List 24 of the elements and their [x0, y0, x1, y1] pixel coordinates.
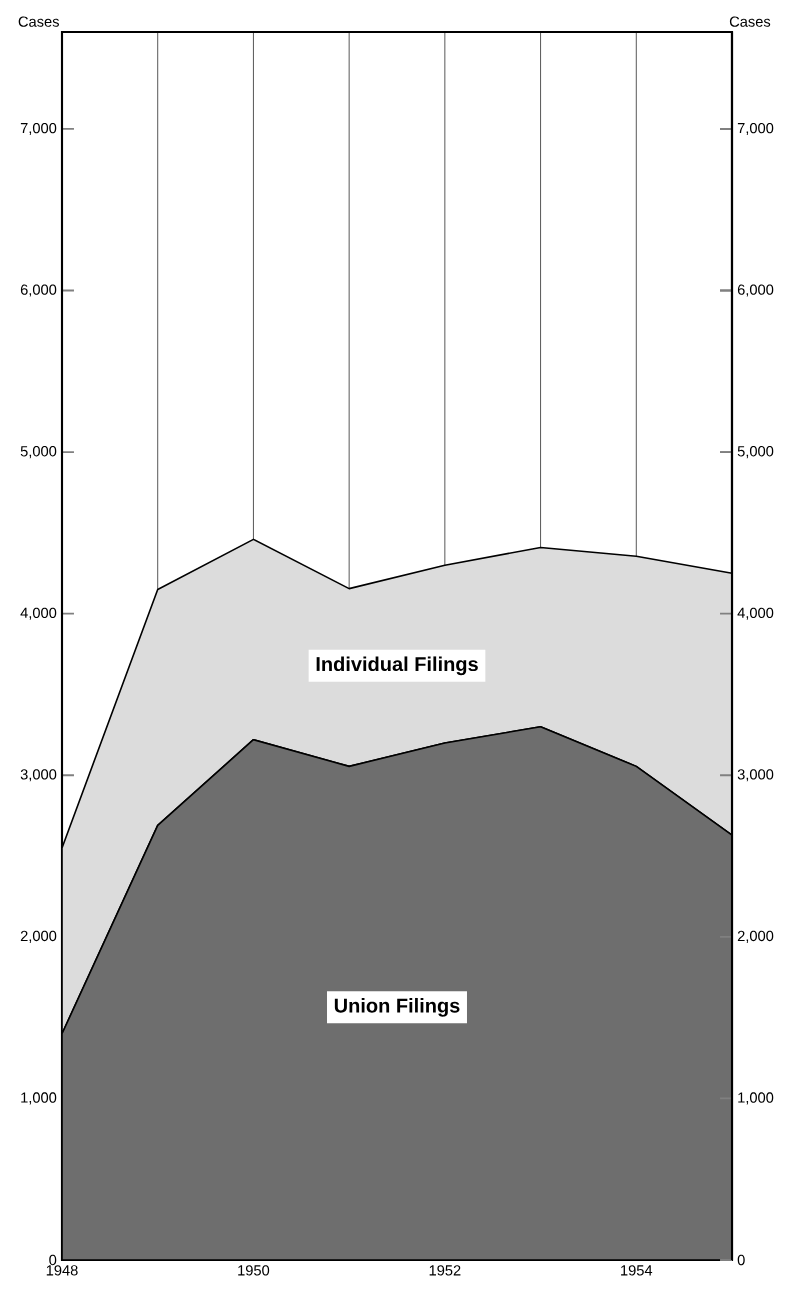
- y-tick-label: 3,000: [20, 769, 57, 782]
- y-tick-label: 4,000: [20, 607, 57, 620]
- y-tick-label: 6,000: [20, 284, 57, 297]
- series-label: Individual Filings: [316, 656, 478, 676]
- y2-tick-label: 1,000: [738, 1092, 774, 1105]
- y-tick-label: 2,000: [20, 930, 57, 943]
- y2-tick-label: 7,000: [737, 122, 774, 135]
- y2-tick-label: 0: [737, 1254, 745, 1266]
- x-tick-label: 1952: [429, 1265, 461, 1276]
- x-tick-label: 1954: [621, 1265, 653, 1276]
- y2-axis-title: Cases: [729, 16, 771, 27]
- y-tick-label: 1,000: [21, 1092, 57, 1105]
- y-tick-label: 0: [49, 1254, 57, 1266]
- series-label: Union Filings: [334, 997, 460, 1017]
- y2-tick-label: 3,000: [737, 769, 774, 782]
- y-tick-label: 7,000: [20, 122, 57, 135]
- y2-tick-label: 2,000: [737, 930, 774, 943]
- y2-tick-label: 6,000: [737, 284, 774, 297]
- x-tick-label: 1950: [238, 1265, 270, 1276]
- y2-tick-label: 4,000: [737, 607, 774, 620]
- y-tick-label: 5,000: [20, 446, 57, 459]
- y-axis-title: Cases: [18, 16, 59, 27]
- x-tick-label: 1948: [46, 1265, 78, 1276]
- y2-tick-label: 5,000: [737, 446, 774, 459]
